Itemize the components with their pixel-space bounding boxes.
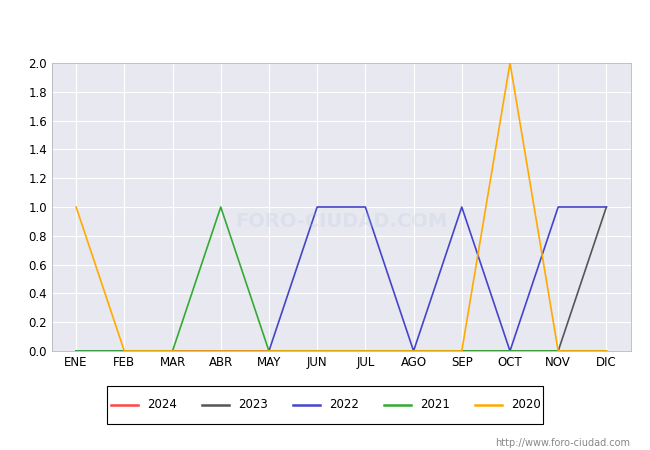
Text: 2021: 2021 — [421, 399, 450, 411]
Text: 2020: 2020 — [512, 399, 541, 411]
Text: 2022: 2022 — [330, 399, 359, 411]
Text: FORO-CIUDAD.COM: FORO-CIUDAD.COM — [235, 212, 447, 231]
Text: Matriculaciones de Vehiculos en Zuñeda: Matriculaciones de Vehiculos en Zuñeda — [143, 18, 507, 36]
Bar — [107, 386, 543, 424]
Text: 2023: 2023 — [239, 399, 268, 411]
Text: 2024: 2024 — [148, 399, 177, 411]
Text: http://www.foro-ciudad.com: http://www.foro-ciudad.com — [495, 438, 630, 448]
